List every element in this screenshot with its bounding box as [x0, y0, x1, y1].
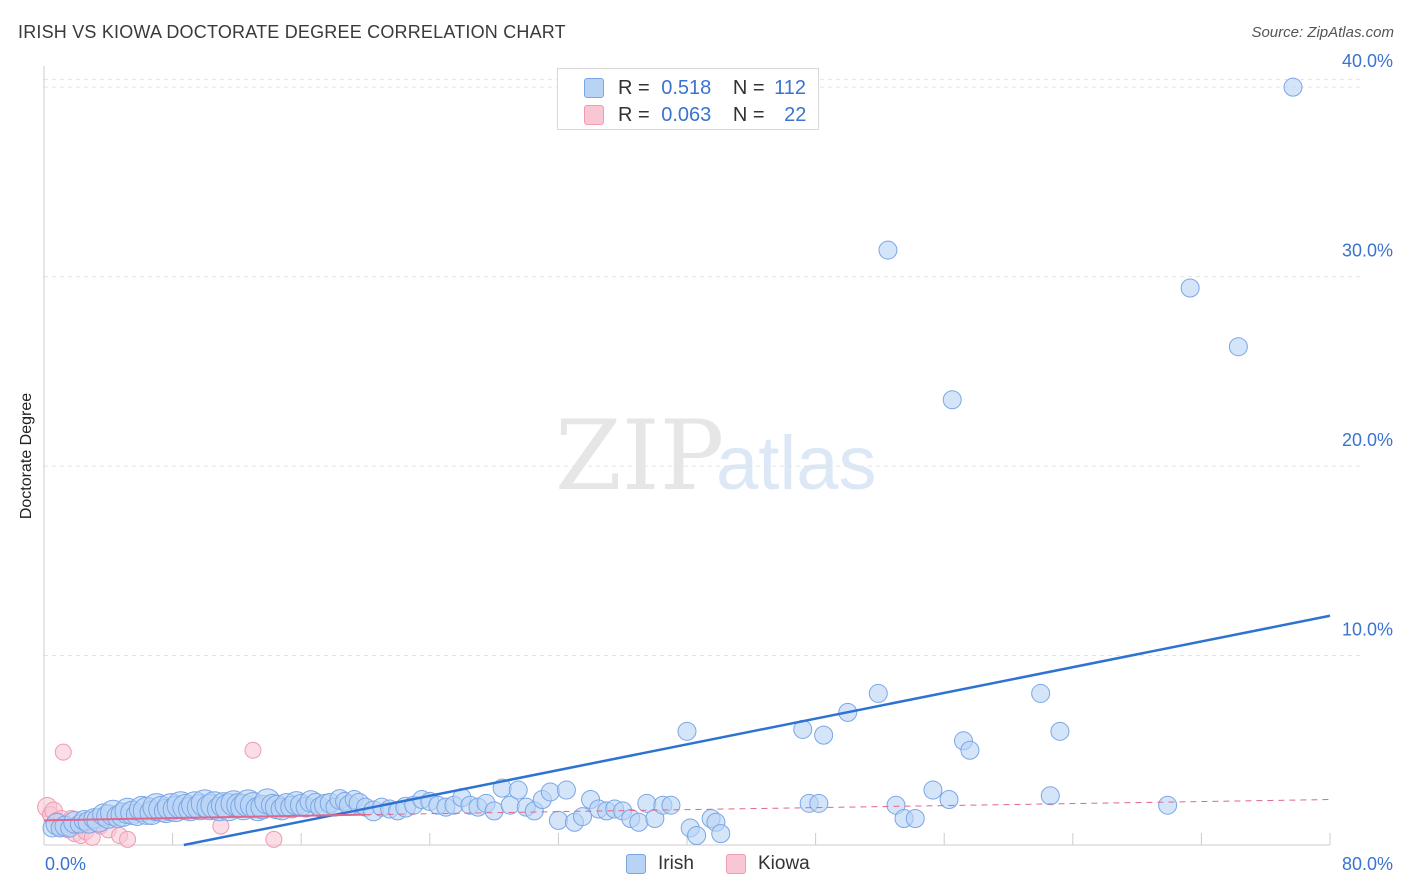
irish-point: [484, 801, 504, 821]
watermark: ZIP atlas: [555, 400, 877, 512]
y-tick-label: 40.0%: [1342, 51, 1393, 71]
kiowa-n-value: 22: [784, 104, 807, 126]
irish-swatch: [584, 78, 604, 98]
irish-point: [923, 780, 943, 800]
legend-text-kiowa: R = 0.063 N = 22: [618, 104, 806, 127]
irish-point: [1158, 795, 1178, 815]
irish-point: [629, 812, 649, 832]
irish-point: [868, 683, 888, 703]
irish-trend-line: [183, 614, 1331, 847]
irish-point: [711, 824, 731, 844]
irish-r-value: 0.518: [661, 77, 712, 99]
irish-point: [1228, 337, 1248, 357]
irish-point: [573, 807, 593, 827]
legend-text-irish: R = 0.518 N = 112: [618, 77, 806, 100]
kiowa-point: [265, 830, 283, 848]
irish-point: [905, 808, 925, 828]
irish-point: [942, 390, 962, 410]
irish-point: [556, 780, 576, 800]
grid-lines: [44, 79, 1362, 657]
axes: [43, 66, 1331, 846]
irish-point: [677, 721, 697, 741]
y-tick-label: 30.0%: [1342, 241, 1393, 261]
x-tick-label: 80.0%: [1342, 854, 1393, 874]
kiowa-r-label: R =: [618, 104, 650, 126]
irish-point: [939, 790, 959, 810]
chart-title: IRISH VS KIOWA DOCTORATE DEGREE CORRELAT…: [18, 22, 566, 42]
correlation-legend: R = 0.518 N = 112 R = 0.063 N = 22: [557, 68, 819, 130]
irish-point: [878, 240, 898, 260]
kiowa-point: [54, 743, 72, 761]
kiowa-trend-line-solid: [43, 813, 366, 822]
source-label: Source: ZipAtlas.com: [1251, 24, 1394, 41]
irish-point: [548, 810, 568, 830]
kiowa-legend-swatch: [726, 854, 746, 874]
kiowa-trend-line-dashed: [365, 799, 1331, 816]
irish-legend-label: Irish: [658, 853, 694, 874]
irish-point: [960, 740, 980, 760]
irish-legend-swatch: [626, 854, 646, 874]
kiowa-point: [119, 830, 137, 848]
irish-point: [508, 780, 528, 800]
irish-point: [540, 782, 560, 802]
kiowa-n-label: N =: [732, 104, 765, 126]
irish-point: [1031, 683, 1051, 703]
irish-point: [1040, 786, 1060, 806]
kiowa-swatch: [584, 105, 604, 125]
watermark-atlas: atlas: [716, 421, 877, 506]
irish-point: [814, 725, 834, 745]
irish-point: [687, 826, 707, 846]
kiowa-r-value: 0.063: [661, 104, 712, 126]
irish-n-value: 112: [774, 77, 807, 99]
y-tick-label: 10.0%: [1342, 620, 1393, 640]
irish-point: [1283, 77, 1303, 97]
irish-point: [809, 793, 829, 813]
y-tick-label: 20.0%: [1342, 430, 1393, 450]
irish-r-label: R =: [618, 77, 650, 99]
irish-point: [1180, 278, 1200, 298]
watermark-zip: ZIP: [555, 400, 724, 512]
irish-n-label: N =: [732, 77, 765, 99]
irish-point: [1050, 721, 1070, 741]
x-tick-label: 0.0%: [45, 854, 86, 874]
kiowa-point: [244, 741, 262, 759]
irish-point: [661, 795, 681, 815]
trend-lines: [43, 614, 1331, 847]
tick-labels: 10.0% 20.0% 30.0% 40.0% 0.0% 80.0%: [45, 51, 1393, 874]
kiowa-legend-label: Kiowa: [758, 853, 810, 874]
